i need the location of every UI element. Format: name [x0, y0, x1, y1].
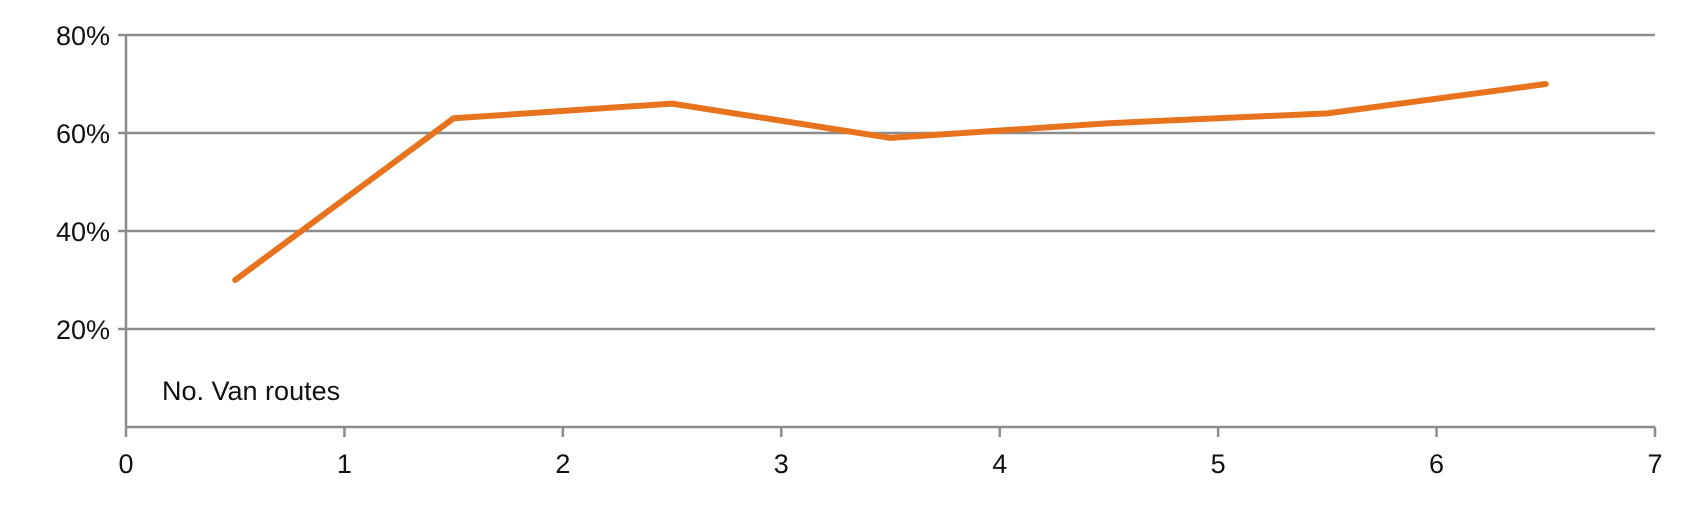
x-tick-label: 0 — [118, 449, 133, 479]
gridlines — [126, 33, 1655, 331]
y-axis-ticks: 20% 40% 60% 80% — [56, 21, 126, 345]
x-axis-ticks: 0 1 2 3 4 5 6 7 — [118, 427, 1663, 479]
y-tick-label: 80% — [56, 21, 110, 51]
x-tick-label: 3 — [774, 449, 789, 479]
y-tick-label: 60% — [56, 119, 110, 149]
x-tick-label: 5 — [1211, 449, 1226, 479]
series-line-0 — [232, 81, 1549, 283]
series-layer — [232, 81, 1549, 283]
x-tick-label: 7 — [1647, 449, 1662, 479]
x-tick-label: 2 — [555, 449, 570, 479]
x-tick-label: 4 — [992, 449, 1007, 479]
y-tick-label: 40% — [56, 217, 110, 247]
x-tick-label: 1 — [337, 449, 352, 479]
x-tick-label: 6 — [1429, 449, 1444, 479]
y-tick-label: 20% — [56, 315, 110, 345]
annotation-no-van-routes: No. Van routes — [162, 376, 340, 406]
